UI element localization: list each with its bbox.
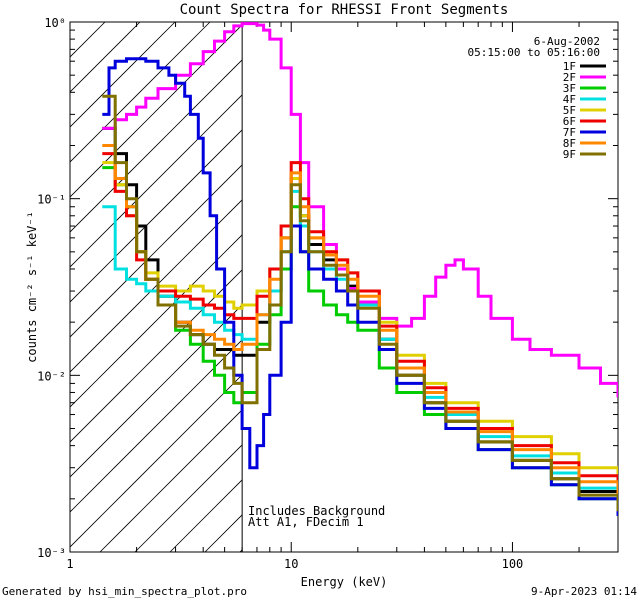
hatch-line [70, 22, 176, 128]
x-tick-label: 1 [66, 557, 73, 571]
hatch-line [70, 129, 243, 303]
hatch-line [415, 22, 640, 552]
hatch-line [380, 22, 640, 552]
hatch-line [70, 24, 243, 198]
hatch-line [70, 164, 243, 338]
legend-label-1f: 1F [563, 60, 576, 73]
series-line-4f [102, 189, 618, 503]
hatch-line [70, 22, 211, 163]
axis-ticks: 1 10 100 10⁰ 10⁻¹ 10⁻² 10⁻³ [37, 16, 619, 571]
legend-label-5f: 5F [563, 104, 576, 117]
series-line-7f [102, 57, 618, 516]
x-tick-label: 10 [284, 557, 298, 571]
legend-label-7f: 7F [563, 126, 576, 139]
hatch-line [70, 269, 243, 443]
series-line-3f [102, 166, 618, 516]
hatch-line [275, 22, 640, 552]
y-tick-label: 10⁰ [44, 16, 66, 30]
hatch-line [99, 409, 243, 552]
plot-frame [69, 21, 619, 553]
annotation-background: Includes Background [248, 504, 385, 518]
time-range-label: 05:15:00 to 05:16:00 [468, 46, 600, 59]
y-tick-label: 10⁻² [37, 369, 66, 383]
date-label: 6-Aug-2002 [534, 35, 600, 48]
hatch-region [70, 22, 640, 552]
x-tick-label: 100 [502, 557, 524, 571]
y-tick-label: 10⁻³ [37, 546, 66, 560]
legend-label-9f: 9F [563, 148, 576, 161]
legend-label-8f: 8F [563, 137, 576, 150]
hatch-line [70, 304, 243, 478]
y-tick-label: 10⁻¹ [37, 193, 66, 207]
hatch-line [70, 374, 243, 548]
hatch-line [134, 444, 243, 552]
hatch-line [70, 199, 243, 373]
series-line-2f [102, 22, 618, 398]
hatch-line [70, 234, 243, 408]
hatch-line [70, 339, 243, 513]
series-layer [102, 22, 618, 516]
y-axis-label: counts cm⁻² s⁻¹ keV⁻¹ [25, 211, 39, 363]
hatch-line [70, 59, 243, 233]
legend-label-3f: 3F [563, 82, 576, 95]
legend-label-2f: 2F [563, 71, 576, 84]
footer-generated: Generated by hsi_min_spectra_plot.pro [2, 585, 247, 598]
series-line-9f [102, 94, 618, 512]
footer-timestamp: 9-Apr-2023 01:14 [531, 585, 637, 598]
x-axis-label: Energy (keV) [301, 575, 388, 589]
hatch-line [70, 94, 243, 268]
chart-title: Count Spectra for RHESSI Front Segments [180, 2, 509, 18]
legend-label-4f: 4F [563, 93, 576, 106]
hatch-line [345, 22, 640, 552]
legend-label-6f: 6F [563, 115, 576, 128]
hatch-line [310, 22, 640, 552]
annotation-attenuator: Att A1, FDecim 1 [248, 515, 364, 529]
hatch-line [70, 22, 106, 58]
